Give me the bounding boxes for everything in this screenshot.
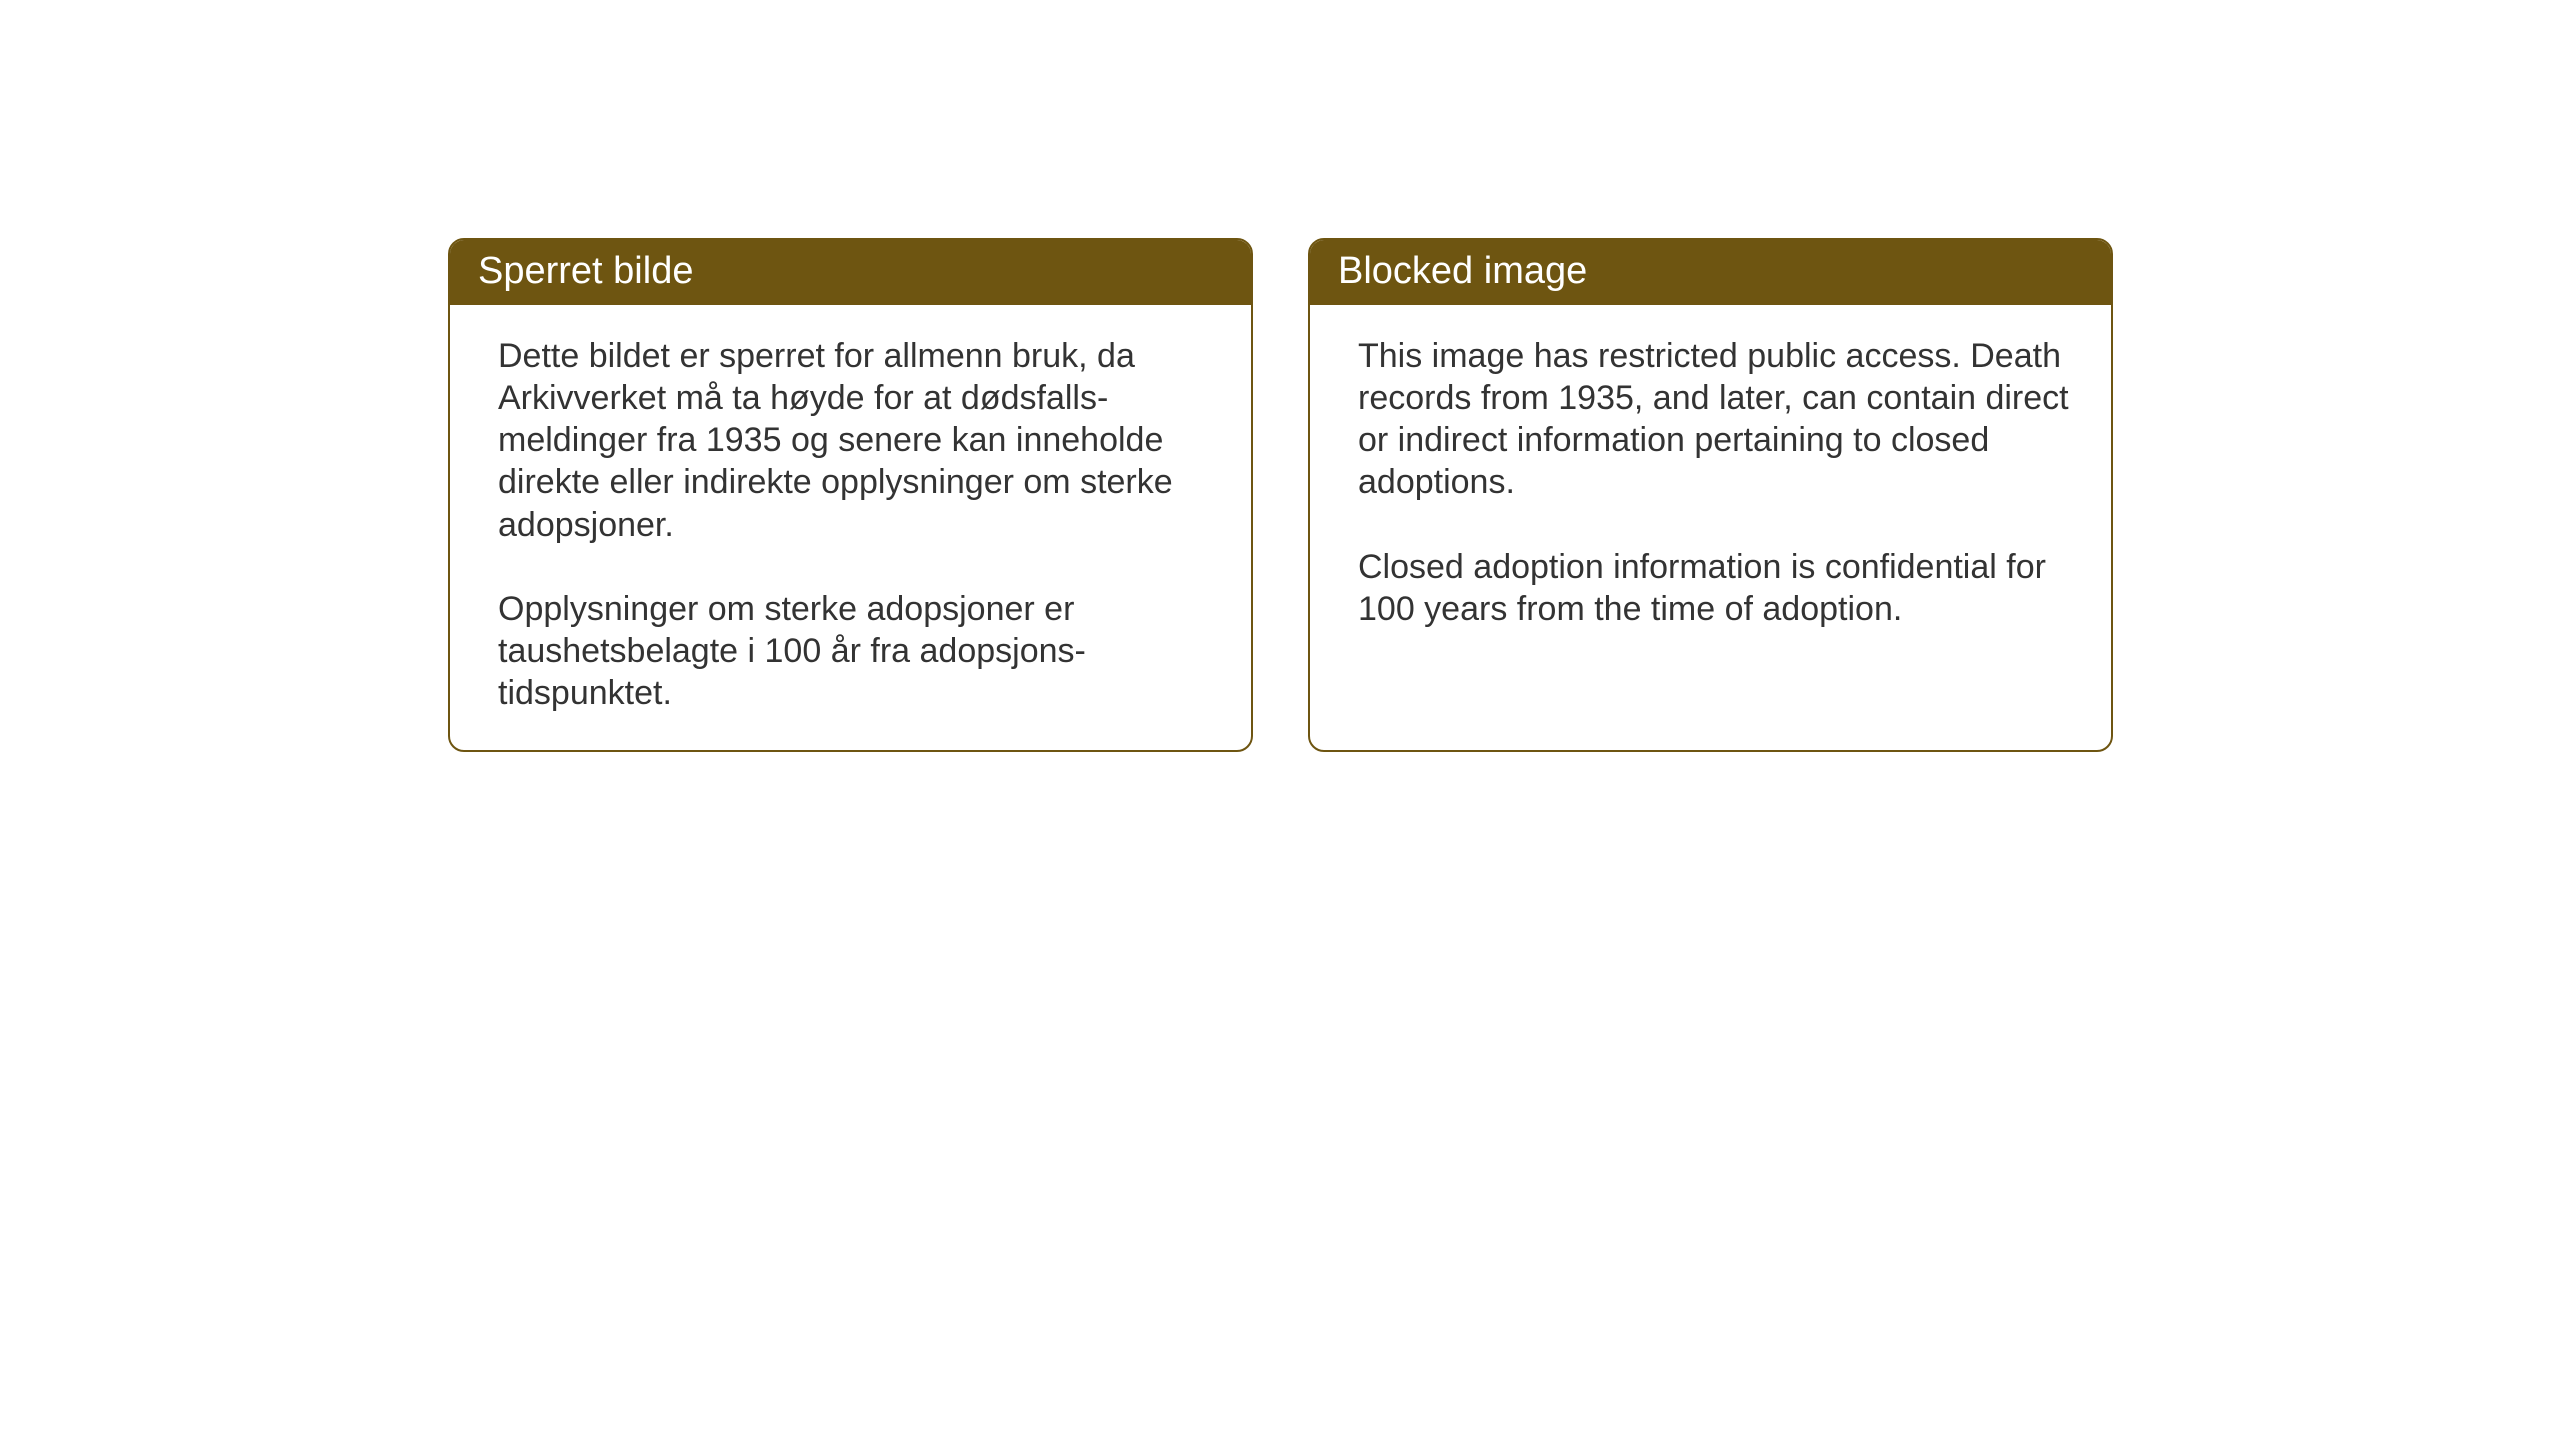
- english-notice-card: Blocked image This image has restricted …: [1308, 238, 2113, 752]
- english-card-body: This image has restricted public access.…: [1310, 305, 2111, 666]
- norwegian-card-body: Dette bildet er sperret for allmenn bruk…: [450, 305, 1251, 750]
- norwegian-notice-card: Sperret bilde Dette bildet er sperret fo…: [448, 238, 1253, 752]
- english-card-title: Blocked image: [1310, 240, 2111, 305]
- norwegian-paragraph-1: Dette bildet er sperret for allmenn bruk…: [498, 335, 1221, 546]
- english-paragraph-2: Closed adoption information is confident…: [1358, 546, 2081, 630]
- notice-container: Sperret bilde Dette bildet er sperret fo…: [448, 238, 2113, 752]
- english-paragraph-1: This image has restricted public access.…: [1358, 335, 2081, 504]
- norwegian-card-title: Sperret bilde: [450, 240, 1251, 305]
- norwegian-paragraph-2: Opplysninger om sterke adopsjoner er tau…: [498, 588, 1221, 714]
